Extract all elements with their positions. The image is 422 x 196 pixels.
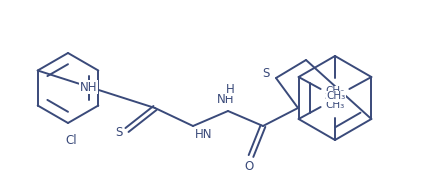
Text: CH₃: CH₃ xyxy=(325,86,345,96)
Text: S: S xyxy=(115,125,123,139)
Text: CH₃: CH₃ xyxy=(327,91,346,101)
Text: H: H xyxy=(226,83,234,95)
Text: NH: NH xyxy=(217,93,235,105)
Text: HN: HN xyxy=(195,128,213,141)
Text: Cl: Cl xyxy=(65,134,77,148)
Text: CH₃: CH₃ xyxy=(324,91,344,101)
Text: S: S xyxy=(262,66,270,80)
Text: O: O xyxy=(244,160,254,172)
Text: NH: NH xyxy=(80,81,97,94)
Text: CH₃: CH₃ xyxy=(325,100,345,110)
Text: CH₃: CH₃ xyxy=(324,95,344,105)
